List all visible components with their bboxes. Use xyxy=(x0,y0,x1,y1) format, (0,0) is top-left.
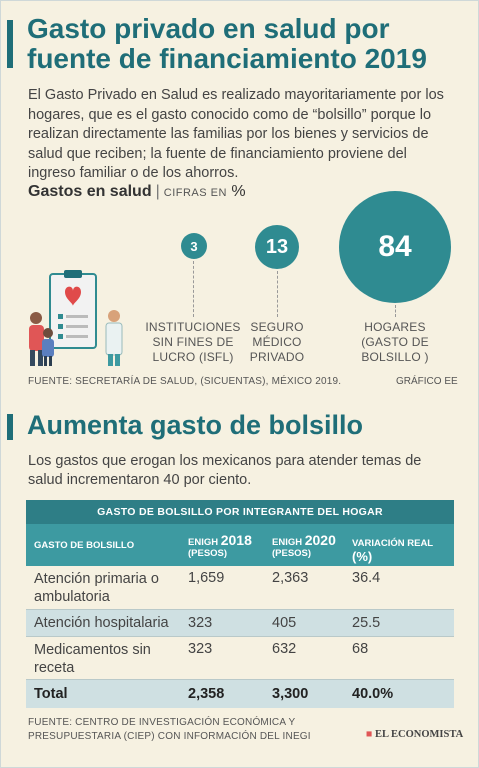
col-header-gasto: GASTO DE BOLSILLO xyxy=(34,540,135,551)
medical-team-clipboard-icon xyxy=(29,270,123,366)
table-total-row: Total 2,358 3,300 40.0% xyxy=(26,680,454,708)
unit-caption: CIFRAS EN xyxy=(163,187,227,199)
table-row: Medicamentos sin receta 323 632 68 xyxy=(26,637,454,680)
chart-credit: GRÁFICO EE xyxy=(396,376,458,387)
page-title: Gasto privado en salud por fuente de fin… xyxy=(27,13,427,74)
chart-source: FUENTE: SECRETARÍA DE SALUD, (SICUENTAS)… xyxy=(28,376,342,387)
section2-accent-bar xyxy=(7,414,13,440)
bubble-label-isfl: INSTITUCIONES SIN FINES DE LUCRO (ISFL) xyxy=(145,320,241,364)
publisher-logo: ■ EL ECONOMISTA xyxy=(366,729,464,740)
table-header-row: GASTO DE BOLSILLO ENIGH 2018 (PESOS) ENIG… xyxy=(26,524,454,566)
section2-intro: Los gastos que erogan los mexicanos para… xyxy=(28,453,422,488)
col-header-2018: ENIGH 2018 (PESOS) xyxy=(188,532,252,559)
unit-symbol: % xyxy=(231,183,246,200)
bubble-seguro-leader xyxy=(277,271,278,317)
bubble-hogares-leader xyxy=(395,305,396,317)
section2-title: Aumenta gasto de bolsillo xyxy=(27,410,364,440)
table-row: Atención hospitalaria 323 405 25.5 xyxy=(26,610,454,637)
chart-subheading-label: Gastos en salud xyxy=(28,183,152,200)
bubble-label-seguro: SEGURO MÉDICO PRIVADO xyxy=(249,320,305,364)
col-header-2020: ENIGH 2020 (PESOS) xyxy=(272,532,336,559)
table-row: Atención primaria o ambulatoria 1,659 2,3… xyxy=(26,566,454,610)
intro-paragraph: El Gasto Privado en Salud es realizado m… xyxy=(28,87,444,181)
bubble-isfl: 3 xyxy=(181,233,207,259)
bubble-isfl-leader xyxy=(193,261,194,317)
title-accent-bar xyxy=(7,20,13,68)
table-title: GASTO DE BOLSILLO POR INTEGRANTE DEL HOG… xyxy=(26,500,454,524)
bubble-hogares: 84 xyxy=(339,191,451,303)
col-header-variacion: VARIACIÓN REAL (%) xyxy=(352,538,433,564)
chart-subheading: Gastos en salud | CIFRAS EN % xyxy=(28,183,246,200)
table-source: FUENTE: CENTRO DE INVESTIGACIÓN ECONÓMIC… xyxy=(28,717,311,742)
spending-table: GASTO DE BOLSILLO POR INTEGRANTE DEL HOG… xyxy=(26,500,454,708)
bubble-seguro: 13 xyxy=(255,225,299,269)
bubble-label-hogares: HOGARES (GASTO DE BOLSILLO ) xyxy=(361,320,429,364)
